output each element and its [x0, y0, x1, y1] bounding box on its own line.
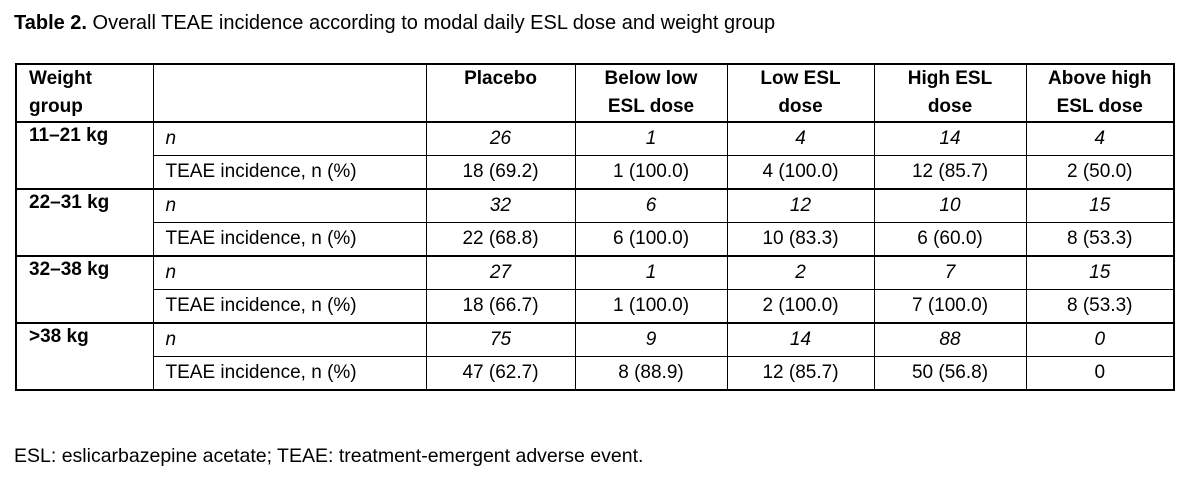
- table-row: 11–21 kg n 26 1 4 14 4: [15, 121, 1175, 190]
- value-cell: 22 (68.8): [425, 222, 576, 257]
- header-above-high-line2: ESL dose: [1056, 96, 1143, 117]
- weight-group-label: >38 kg: [15, 322, 154, 391]
- value-cell: 2 (50.0): [1025, 155, 1175, 190]
- value-cell: 6 (100.0): [574, 222, 728, 257]
- weight-group-label: 32–38 kg: [15, 255, 154, 324]
- value-cell: 0: [1025, 356, 1175, 391]
- value-cell: 9: [574, 322, 728, 357]
- value-cell: 1: [574, 121, 728, 156]
- table-caption-number: Table 2.: [14, 12, 87, 34]
- value-cell: 12 (85.7): [873, 155, 1027, 190]
- value-cell: 4: [1025, 121, 1175, 156]
- value-cell: 1 (100.0): [574, 289, 728, 324]
- value-cell: 8 (88.9): [574, 356, 728, 391]
- value-cell: 26: [425, 121, 576, 156]
- value-cell: 15: [1025, 188, 1175, 223]
- header-low-line2: dose: [778, 96, 823, 117]
- weight-group-label: 11–21 kg: [15, 121, 154, 190]
- value-cell: 12 (85.7): [726, 356, 875, 391]
- value-cell: 4: [726, 121, 875, 156]
- table-caption-text: Overall TEAE incidence according to moda…: [87, 12, 776, 34]
- value-cell: 50 (56.8): [873, 356, 1027, 391]
- value-cell: 18 (66.7): [425, 289, 576, 324]
- value-cell: 1 (100.0): [574, 155, 728, 190]
- weight-group-label: 22–31 kg: [15, 188, 154, 257]
- header-placebo: Placebo: [425, 63, 576, 123]
- header-high-esl-dose: High ESL dose: [873, 63, 1027, 123]
- value-cell: 0: [1025, 322, 1175, 357]
- header-row: Weight group Placebo Below low ESL dose …: [15, 63, 1175, 123]
- metric-label: n: [152, 188, 427, 223]
- metric-label: n: [152, 322, 427, 357]
- header-weight-group: Weight group: [15, 63, 154, 123]
- value-cell: 4 (100.0): [726, 155, 875, 190]
- value-cell: 88: [873, 322, 1027, 357]
- table-row: 22–31 kg n 32 6 12 10 15: [15, 188, 1175, 257]
- value-cell: 10: [873, 188, 1027, 223]
- value-cell: 8 (53.3): [1025, 222, 1175, 257]
- table-row: TEAE incidence, n (%) 47 (62.7) 8 (88.9)…: [16, 356, 1175, 391]
- value-cell: 8 (53.3): [1025, 289, 1175, 324]
- metric-label: TEAE incidence, n (%): [152, 222, 427, 257]
- header-low-line1: Low ESL: [760, 68, 841, 89]
- header-weight-line2: group: [29, 96, 83, 117]
- value-cell: 2: [726, 255, 875, 290]
- header-below-low-line1: Below low: [604, 68, 698, 89]
- value-cell: 10 (83.3): [726, 222, 875, 257]
- header-low-esl-dose: Low ESL dose: [726, 63, 875, 123]
- abbreviations-footnote: ESL: eslicarbazepine acetate; TEAE: trea…: [14, 445, 644, 467]
- table-row: TEAE incidence, n (%) 18 (69.2) 1 (100.0…: [16, 155, 1175, 190]
- header-below-low-line2: ESL dose: [607, 96, 695, 117]
- header-placebo-line1: Placebo: [464, 68, 537, 89]
- header-metric-empty: [152, 63, 427, 123]
- value-cell: 14: [726, 322, 875, 357]
- metric-label: TEAE incidence, n (%): [152, 155, 427, 190]
- value-cell: 1: [574, 255, 728, 290]
- table-row: 32–38 kg n 27 1 2 7 15: [15, 255, 1175, 324]
- value-cell: 6 (60.0): [873, 222, 1027, 257]
- table-row: >38 kg n 75 9 14 88 0: [15, 322, 1175, 391]
- header-above-high-esl-dose: Above high ESL dose: [1025, 63, 1175, 123]
- value-cell: 12: [726, 188, 875, 223]
- table-row: TEAE incidence, n (%) 18 (66.7) 1 (100.0…: [16, 289, 1175, 324]
- table-row: TEAE incidence, n (%) 22 (68.8) 6 (100.0…: [16, 222, 1175, 257]
- value-cell: 15: [1025, 255, 1175, 290]
- value-cell: 32: [425, 188, 576, 223]
- value-cell: 18 (69.2): [425, 155, 576, 190]
- header-below-low-esl-dose: Below low ESL dose: [574, 63, 728, 123]
- table-caption: Table 2. Overall TEAE incidence accordin…: [14, 10, 775, 36]
- metric-label: TEAE incidence, n (%): [152, 289, 427, 324]
- metric-label: TEAE incidence, n (%): [152, 356, 427, 391]
- value-cell: 27: [425, 255, 576, 290]
- header-above-high-line1: Above high: [1048, 68, 1152, 89]
- value-cell: 14: [873, 121, 1027, 156]
- teae-incidence-table: Weight group Placebo Below low ESL dose …: [15, 63, 1175, 391]
- header-high-line1: High ESL: [907, 68, 993, 89]
- header-weight-line1: Weight: [29, 68, 92, 89]
- value-cell: 2 (100.0): [726, 289, 875, 324]
- value-cell: 7 (100.0): [873, 289, 1027, 324]
- metric-label: n: [152, 121, 427, 156]
- value-cell: 47 (62.7): [425, 356, 576, 391]
- value-cell: 6: [574, 188, 728, 223]
- metric-label: n: [152, 255, 427, 290]
- value-cell: 7: [873, 255, 1027, 290]
- header-high-line2: dose: [927, 96, 973, 117]
- value-cell: 75: [425, 322, 576, 357]
